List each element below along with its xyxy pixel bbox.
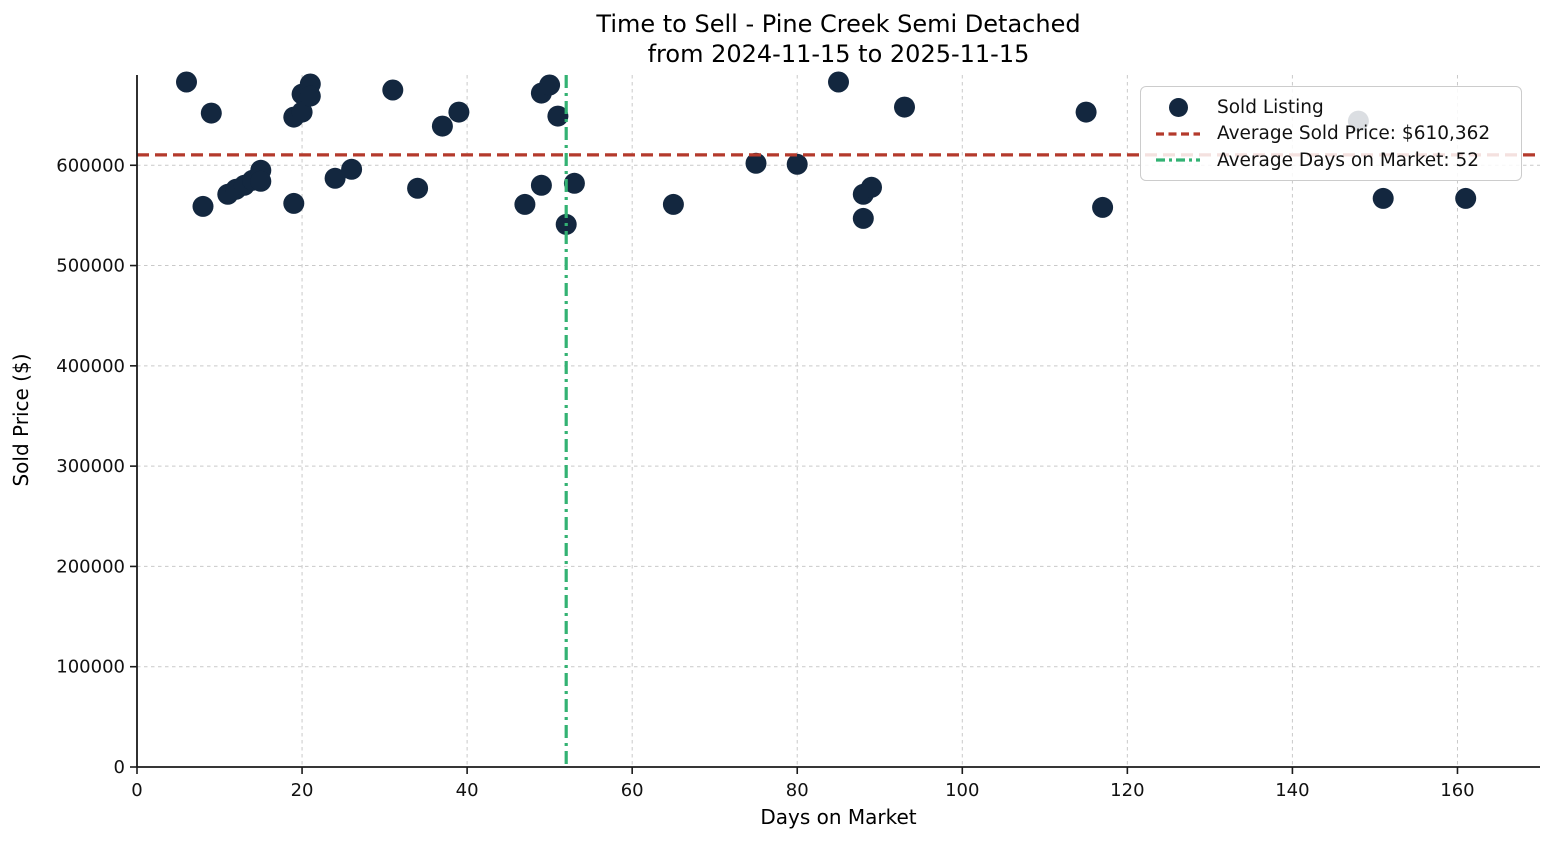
chart-title-line2: from 2024-11-15 to 2025-11-15 — [647, 40, 1030, 68]
y-tick-label: 400000 — [56, 356, 125, 377]
scatter-point — [431, 115, 453, 137]
y-tick-label: 300000 — [56, 456, 125, 477]
scatter-point — [530, 174, 552, 196]
scatter-point — [192, 195, 214, 217]
x-tick-label: 0 — [131, 780, 142, 801]
legend-label-sold-listing: Sold Listing — [1217, 96, 1324, 118]
scatter-point — [1455, 187, 1477, 209]
y-axis-label: Sold Price ($) — [9, 353, 33, 487]
y-tick-label: 0 — [114, 757, 125, 778]
scatter-points — [176, 71, 1477, 235]
x-tick-label: 20 — [291, 780, 314, 801]
scatter-point — [662, 193, 684, 215]
chart-title: Time to Sell - Pine Creek Semi Detached … — [137, 9, 1540, 69]
scatter-point — [448, 101, 470, 123]
legend-label-avg-sold-price: Average Sold Price: $610,362 — [1217, 123, 1491, 144]
y-tick-label: 200000 — [56, 556, 125, 577]
scatter-point — [745, 152, 767, 174]
scatter-point — [250, 170, 272, 192]
x-tick-label: 60 — [621, 780, 644, 801]
chart-title-line1: Time to Sell - Pine Creek Semi Detached — [596, 10, 1081, 38]
x-tick-label: 80 — [786, 780, 809, 801]
scatter-point — [341, 158, 363, 180]
x-tick-label: 140 — [1275, 780, 1309, 801]
scatter-point — [547, 105, 569, 127]
avg-days-dashdot-line-icon — [1155, 156, 1201, 164]
scatter-point — [786, 153, 808, 175]
scatter-point — [852, 207, 874, 229]
scatter-point — [1092, 196, 1114, 218]
y-tick-label: 100000 — [56, 657, 125, 678]
legend-item-avg-sold-price: Average Sold Price: $610,362 — [1149, 123, 1513, 144]
scatter-point — [828, 71, 849, 93]
scatter-point — [407, 177, 429, 199]
y-tick-label: 500000 — [56, 256, 125, 277]
x-axis-ticks: 0 20 40 60 80 100 120 140 160 — [131, 767, 1475, 801]
scatter-point — [1075, 101, 1097, 123]
x-tick-label: 100 — [945, 780, 979, 801]
x-tick-label: 120 — [1110, 780, 1144, 801]
scatter-point — [299, 85, 321, 107]
scatter-point — [563, 172, 585, 194]
scatter-point — [1372, 187, 1394, 209]
scatter-point — [291, 101, 313, 123]
scatter-point — [382, 79, 404, 101]
scatter-point — [176, 71, 197, 93]
scatter-point — [283, 192, 305, 214]
x-tick-label: 40 — [456, 780, 479, 801]
y-tick-label: 600000 — [56, 155, 125, 176]
scatter-point — [200, 102, 222, 124]
scatter-point — [894, 96, 915, 118]
x-tick-label: 160 — [1440, 780, 1474, 801]
avg-price-dashed-line-icon — [1155, 130, 1201, 138]
scatter-point — [861, 176, 882, 198]
scatter-point — [324, 167, 346, 189]
legend-item-sold-listing: Sold Listing — [1149, 97, 1513, 118]
legend-label-avg-days: Average Days on Market: 52 — [1217, 149, 1480, 171]
scatter-point — [539, 74, 561, 96]
x-axis-label: Days on Market — [760, 805, 917, 829]
scatter-point — [514, 193, 536, 215]
legend: Sold Listing Average Sold Price: $610,36… — [1140, 86, 1522, 181]
y-axis-ticks: 0 100000 200000 300000 400000 500000 600000 — [56, 155, 137, 778]
legend-item-avg-days: Average Days on Market: 52 — [1149, 150, 1513, 171]
sold-listing-dot-icon — [1155, 97, 1201, 117]
